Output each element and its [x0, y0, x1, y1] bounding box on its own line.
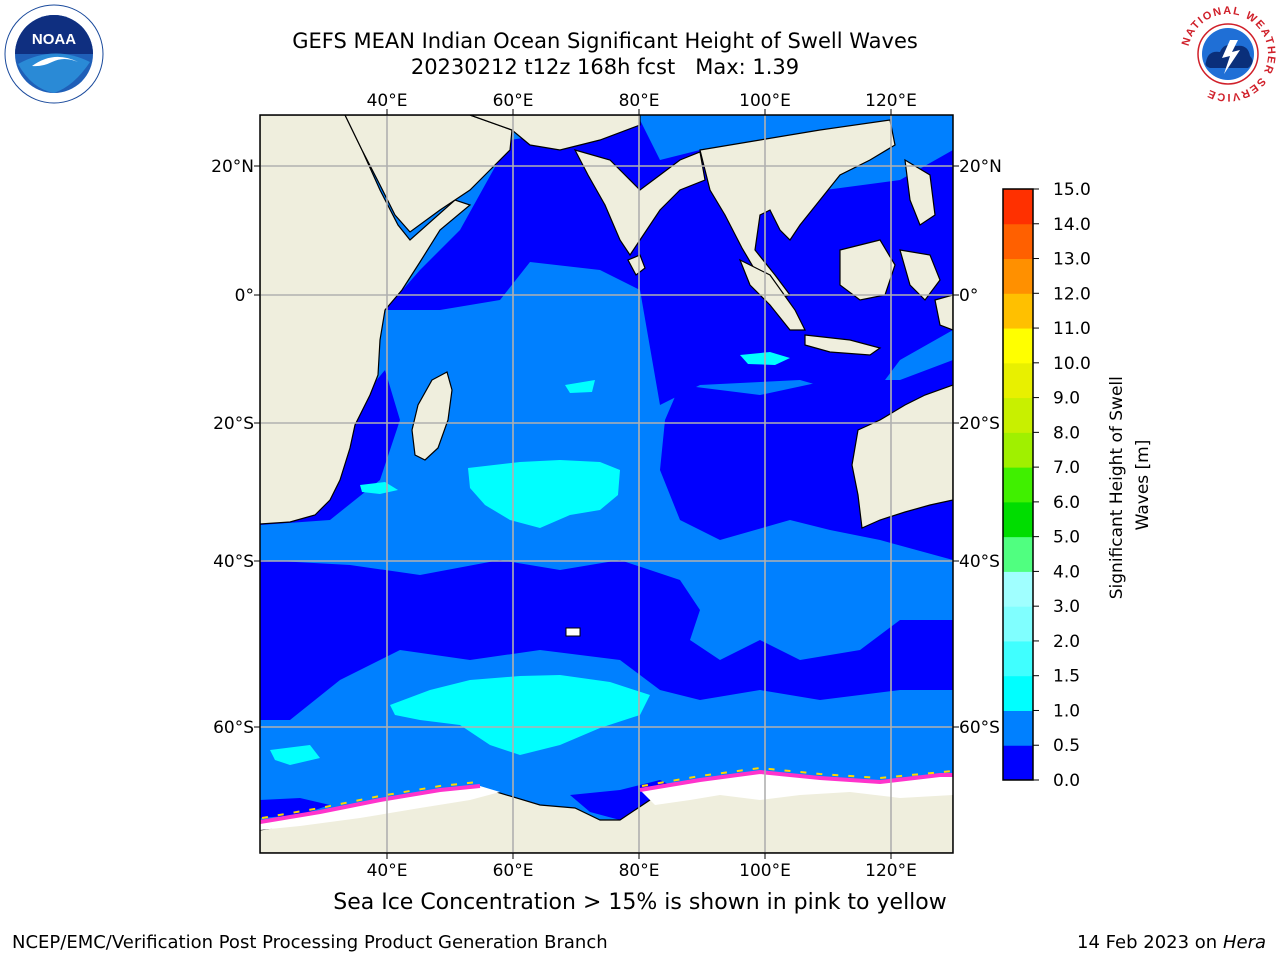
- lon-label-bottom: 80°E: [619, 861, 660, 881]
- lat-label-right: 0°: [959, 286, 978, 306]
- lon-label-bottom: 100°E: [739, 861, 791, 881]
- colorbar-title: Significant Height of Swell Waves [m]: [1107, 371, 1153, 600]
- lon-label-bottom: 120°E: [865, 861, 917, 881]
- lat-label-right: 40°S: [959, 552, 1000, 572]
- swell-1.0-1.5-regions: [270, 352, 790, 765]
- lon-label-top: 100°E: [739, 91, 791, 111]
- noaa-wordmark: NOAA: [32, 31, 76, 48]
- colorbar-segment: [1003, 432, 1033, 468]
- lat-label-left: 20°N: [211, 157, 254, 177]
- lon-label-top: 40°E: [367, 91, 408, 111]
- lat-label-left: 20°S: [213, 414, 254, 434]
- colorbar-tick-label: 1.5: [1053, 667, 1080, 687]
- chart-subtitle: 20230212 t12z 168h fcst Max: 1.39: [0, 54, 1210, 80]
- colorbar-segment: [1003, 293, 1033, 329]
- lat-label-right: 20°S: [959, 414, 1000, 434]
- colorbar-frame: [1002, 188, 1034, 781]
- lon-label-bottom: 40°E: [367, 861, 408, 881]
- lat-label-left: 40°S: [213, 552, 254, 572]
- max-label: Max: 1.39: [695, 55, 800, 79]
- footer-date-text: 14 Feb 2023 on: [1077, 932, 1218, 953]
- colorbar-tick-label: 4.0: [1053, 562, 1080, 582]
- colorbar-tick-label: 0.5: [1053, 736, 1080, 756]
- map-frame: [259, 114, 954, 854]
- colorbar-tick-label: 11.0: [1053, 319, 1091, 339]
- colorbar-segment: [1003, 189, 1033, 225]
- colorbar-segment: [1003, 606, 1033, 642]
- colorbar-segment: [1003, 501, 1033, 538]
- colorbar-segment: [1003, 467, 1033, 503]
- tick-marks: [254, 109, 959, 859]
- noaa-logo: NOAA: [4, 4, 104, 104]
- colorbar-tick-label: 1.0: [1053, 701, 1080, 721]
- colorbar-tick-label: 6.0: [1053, 493, 1080, 513]
- colorbar-segment: [1003, 675, 1033, 711]
- colorbar-tick-label: 0.0: [1053, 771, 1080, 791]
- colorbar: 0.0 0.5 1.0 1.5 2.0 3.0 4.0 5.0 6.0 7.0 8.0 9.0 10.0…: [1002, 180, 1091, 791]
- colorbar-tick-label: 10.0: [1053, 354, 1091, 374]
- chart-title: GEFS MEAN Indian Ocean Significant Heigh…: [292, 29, 918, 53]
- lon-label-top: 80°E: [619, 91, 660, 111]
- lat-label-left: 60°S: [213, 718, 254, 738]
- colorbar-segment: [1003, 745, 1033, 781]
- lat-label-right: 20°N: [959, 157, 1002, 177]
- sea-ice: [260, 627, 953, 830]
- colorbar-tick-label: 8.0: [1053, 423, 1080, 443]
- colorbar-tick-label: 2.0: [1053, 632, 1080, 652]
- colorbar-segment: [1003, 640, 1033, 677]
- colorbar-tick-label: 9.0: [1053, 389, 1080, 409]
- colorbar-segment: [1003, 536, 1033, 572]
- lon-label-top: 60°E: [493, 91, 534, 111]
- lon-label-bottom: 60°E: [493, 861, 534, 881]
- colorbar-tick-label: 12.0: [1053, 284, 1091, 304]
- nws-logo: NATIONAL WEATHER SERVICE: [1180, 5, 1276, 103]
- colorbar-tick-label: 13.0: [1053, 250, 1091, 270]
- footer-date: 14 Feb 2023 on Hera: [1077, 932, 1266, 953]
- lat-label-right: 60°S: [959, 718, 1000, 738]
- footer-credit: NCEP/EMC/Verification Post Processing Pr…: [12, 932, 608, 953]
- colorbar-segment: [1003, 328, 1033, 364]
- colorbar-tick-label: 14.0: [1053, 215, 1091, 235]
- lat-label-left: 0°: [235, 286, 254, 306]
- footer-host: Hera: [1222, 932, 1266, 953]
- lon-label-top: 120°E: [865, 91, 917, 111]
- colorbar-segment: [1003, 258, 1033, 294]
- colorbar-segment: [1003, 397, 1033, 433]
- sea-ice-note: Sea Ice Concentration > 15% is shown in …: [333, 890, 947, 915]
- graticule: [260, 115, 953, 853]
- colorbar-tick-label: 15.0: [1053, 180, 1091, 200]
- colorbar-segment: [1003, 223, 1033, 260]
- forecast-label: 20230212 t12z 168h fcst: [410, 55, 676, 79]
- colorbar-segment: [1003, 362, 1033, 399]
- colorbar-tick-label: 5.0: [1053, 528, 1080, 548]
- colorbar-tick-label: 7.0: [1053, 458, 1080, 478]
- colorbar-segment: [1003, 571, 1033, 607]
- colorbar-segment: [1003, 710, 1033, 746]
- colorbar-tick-label: 3.0: [1053, 597, 1080, 617]
